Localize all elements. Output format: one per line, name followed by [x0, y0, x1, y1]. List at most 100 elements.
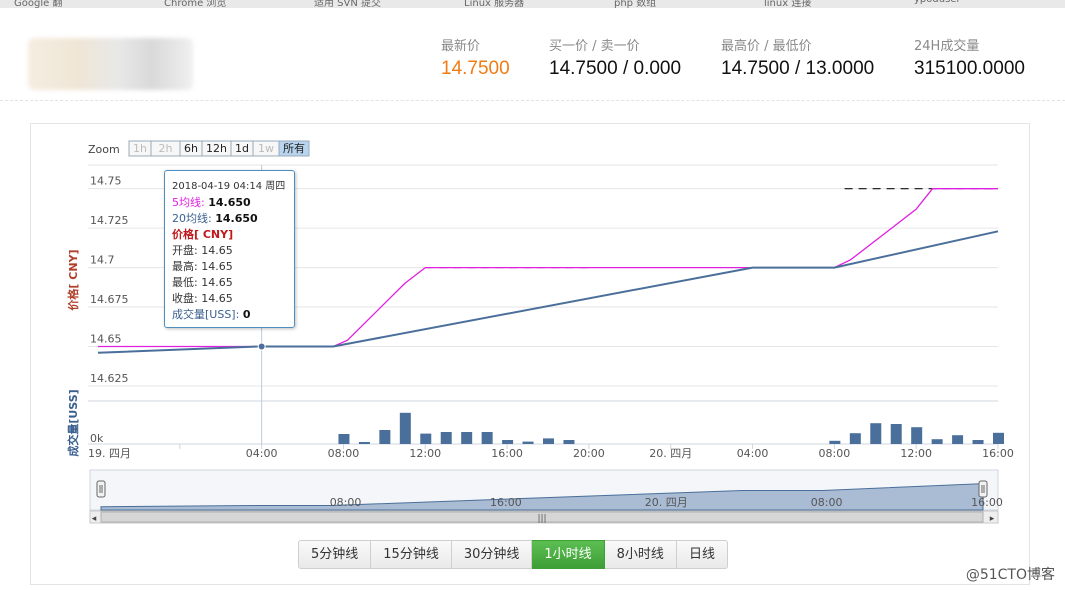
x-tick-label: 19. 四月: [88, 447, 131, 460]
volume-bar: [849, 433, 861, 444]
price-tick-label: 14.675: [90, 293, 129, 306]
x-tick-label: 04:00: [246, 447, 278, 460]
stat-high-low: 最高价 / 最低价 14.7500 / 13.0000: [721, 35, 874, 80]
scroll-right-arrow-icon[interactable]: ▸: [990, 514, 995, 524]
zoom-button-1w[interactable]: 1w: [252, 140, 280, 157]
stat-label: 买一价 / 卖一价: [549, 39, 640, 54]
volume-bar: [420, 433, 432, 444]
navigator-tick-label: 08:00: [811, 496, 843, 509]
navigator-tick-label: 08:00: [330, 496, 362, 509]
volume-bar: [931, 439, 943, 444]
data-tooltip: 2018-04-19 04:14 周四 5均线: 14.650 20均线: 14…: [164, 170, 295, 328]
tooltip-open-label: 开盘:: [172, 244, 198, 257]
period-button-1小时线[interactable]: 1小时线: [532, 540, 605, 569]
x-tick-label: 08:00: [819, 447, 851, 460]
x-tick-label: 16:00: [491, 447, 523, 460]
stat-value: 14.7500 / 0.000: [549, 58, 682, 79]
tooltip-ma5-value: 14.650: [208, 196, 251, 209]
volume-bar: [972, 440, 984, 444]
price-tick-label: 14.7: [90, 254, 115, 267]
tooltip-close-label: 收盘:: [172, 292, 198, 305]
zoom-button-label: 12h: [206, 142, 227, 155]
zoom-button-所有[interactable]: 所有: [278, 140, 310, 157]
navigator-tick-label: 16:00: [971, 496, 1003, 509]
series-line-20均线: [97, 230, 999, 354]
volume-axis-label: 成交量[USS]: [66, 389, 80, 456]
x-tick-label: 12:00: [409, 447, 441, 460]
tooltip-datetime: 2018-04-19 04:14 周四: [172, 181, 286, 192]
site-logo[interactable]: [28, 38, 193, 90]
price-tick-label: 14.65: [90, 332, 122, 345]
volume-bar: [522, 441, 534, 444]
volume-bar: [379, 430, 391, 444]
zoom-button-label: 2h: [159, 142, 173, 155]
zoom-button-6h[interactable]: 6h: [179, 140, 203, 157]
tooltip-open-value: 14.65: [201, 244, 233, 257]
zoom-button-12h[interactable]: 12h: [201, 140, 232, 157]
bookmark-item[interactable]: Chrome 浏览: [164, 0, 227, 9]
volume-bar: [399, 412, 411, 444]
x-tick-label: 20:00: [573, 447, 605, 460]
tooltip-high-label: 最高:: [172, 260, 198, 273]
bookmark-item[interactable]: linux 连接: [764, 0, 812, 9]
bookmark-item[interactable]: php 数组: [614, 0, 657, 9]
zoom-button-1h[interactable]: 1h: [128, 140, 152, 157]
navigator-handle[interactable]: [978, 480, 988, 498]
navigator-area: [100, 483, 984, 511]
volume-bar: [993, 432, 1004, 444]
bookmark-item[interactable]: Linux 服务器: [464, 0, 525, 9]
market-header: 最新价 14.7500 买一价 / 卖一价 14.7500 / 0.000 最高…: [0, 8, 1065, 101]
x-tick-label: 08:00: [328, 447, 360, 460]
bookmark-item[interactable]: ypoduser: [914, 0, 961, 5]
hover-point: [257, 342, 266, 351]
range-navigator: 08:00 16:00 20. 四月 08:00 16:00 ◂ ▸ |||: [89, 469, 1003, 524]
zoom-button-label: 1d: [235, 142, 249, 155]
x-tick-label: 16:00: [982, 447, 1014, 460]
stat-latest-price: 最新价 14.7500: [441, 35, 510, 80]
scrollbar-thumb[interactable]: [100, 511, 984, 523]
scrollbar-grip-icon: |||: [537, 514, 546, 524]
volume-bar: [338, 434, 350, 444]
stat-label: 最高价 / 最低价: [721, 39, 812, 54]
handle-body: [978, 480, 988, 498]
tooltip-high-value: 14.65: [201, 260, 233, 273]
zoom-label: Zoom: [88, 143, 120, 156]
navigator-tick-label: 16:00: [490, 496, 522, 509]
x-tick-label: 20. 四月: [649, 447, 692, 460]
tooltip-volume-label: 成交量[USS]:: [172, 308, 240, 321]
zoom-button-1d[interactable]: 1d: [230, 140, 254, 157]
zoom-button-label: 1w: [258, 142, 274, 155]
scroll-left-arrow-icon[interactable]: ◂: [92, 514, 97, 524]
stat-value: 14.7500: [441, 58, 510, 79]
price-tick-label: 14.625: [90, 372, 129, 385]
volume-bar: [563, 440, 575, 444]
stat-label: 24H成交量: [914, 39, 980, 54]
bookmark-item[interactable]: Google 翻: [14, 0, 63, 9]
period-button-15分钟线[interactable]: 15分钟线: [371, 540, 452, 569]
navigator-handle[interactable]: [96, 480, 106, 498]
price-tick-label: 14.725: [90, 214, 129, 227]
handle-body: [96, 480, 106, 498]
zoom-button-bg: [278, 140, 310, 157]
tooltip-ma5-label: 5均线:: [172, 196, 205, 209]
price-tick-label: 14.75: [90, 175, 122, 188]
volume-bar: [358, 442, 370, 444]
volume-bar: [911, 427, 923, 444]
zoom-selector: Zoom 1h 2h 6h 12h 1d 1w 所有: [88, 140, 310, 157]
navigator-scrollbar[interactable]: ◂ ▸ |||: [89, 510, 999, 524]
stat-24h-volume: 24H成交量 315100.0000: [914, 35, 1025, 80]
period-button-8小时线[interactable]: 8小时线: [604, 540, 677, 569]
zoom-button-2h[interactable]: 2h: [150, 140, 181, 157]
period-button-5分钟线[interactable]: 5分钟线: [298, 540, 372, 569]
period-button-日线[interactable]: 日线: [676, 540, 728, 569]
volume-tick-label: 0k: [90, 432, 104, 445]
volume-bar: [461, 432, 473, 444]
volume-bar: [502, 440, 514, 444]
volume-bar: [543, 438, 554, 444]
tooltip-ma20-label: 20均线:: [172, 212, 212, 225]
bookmark-item[interactable]: 适用 SVN 提交: [314, 0, 382, 9]
period-button-30分钟线[interactable]: 30分钟线: [451, 540, 533, 569]
zoom-button-label: 6h: [184, 142, 198, 155]
volume-bar: [870, 423, 882, 444]
